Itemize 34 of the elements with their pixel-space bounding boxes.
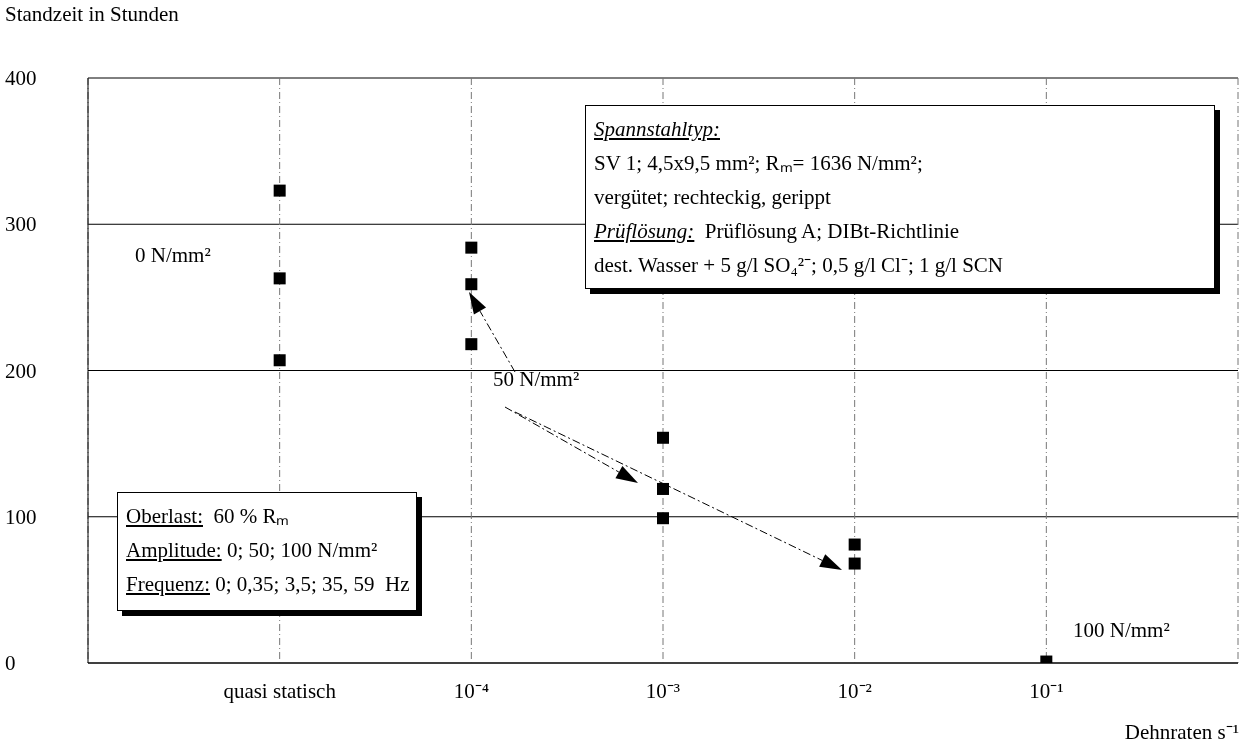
y-axis-title: Standzeit in Stunden xyxy=(5,2,179,27)
y-tick-label: 300 xyxy=(5,212,37,237)
annotation: Spannstahltyp: xyxy=(594,117,720,141)
annotation: Oberlast: 60 % Rₘ xyxy=(126,503,291,530)
point xyxy=(273,184,286,197)
point xyxy=(273,272,286,285)
x-tick-label: 10⁻⁴ xyxy=(453,678,489,703)
point xyxy=(657,482,669,495)
x-axis-title: Dehnraten s⁻¹ xyxy=(1124,719,1239,745)
annotation: 100 N/mm² xyxy=(1073,618,1170,643)
point xyxy=(657,512,669,525)
annotation: 50 N/mm² xyxy=(493,367,580,392)
annotation: Prüflösung: Prüflösung A; DIBt-Richtlinie xyxy=(594,218,961,245)
point xyxy=(465,241,478,254)
y-tick-label: 0 xyxy=(5,651,16,675)
point xyxy=(465,278,478,291)
annotation: SV 1; 4,5x9,5 mm²; Rₘ= 1636 N/mm²; xyxy=(594,150,924,177)
x-tick-label: 10⁻³ xyxy=(645,678,681,703)
annotation: 0 N/mm² xyxy=(135,243,211,268)
y-tick-label: 400 xyxy=(5,66,37,90)
x-tick-label: 10⁻¹ xyxy=(1029,678,1064,703)
x-tick-label: quasi statisch xyxy=(223,678,337,703)
annotation: Frequenz: 0; 0,35; 3,5; 35, 59 Hz xyxy=(126,571,410,598)
x-tick-label: 10⁻² xyxy=(837,678,872,703)
point xyxy=(465,338,478,351)
point xyxy=(657,431,669,444)
y-tick-label: 100 xyxy=(5,504,37,529)
annotation: vergütet; rechteckig, gerippt xyxy=(594,184,832,211)
point xyxy=(848,538,861,551)
annotation: Amplitude: 0; 50; 100 N/mm² xyxy=(126,537,379,564)
y-tick-label: 200 xyxy=(5,358,37,383)
point xyxy=(848,557,861,570)
point xyxy=(273,354,286,367)
annotation: dest. Wasser + 5 g/l SO₄²⁻; 0,5 g/l Cl⁻; 1 g/l SCN xyxy=(594,252,1004,279)
